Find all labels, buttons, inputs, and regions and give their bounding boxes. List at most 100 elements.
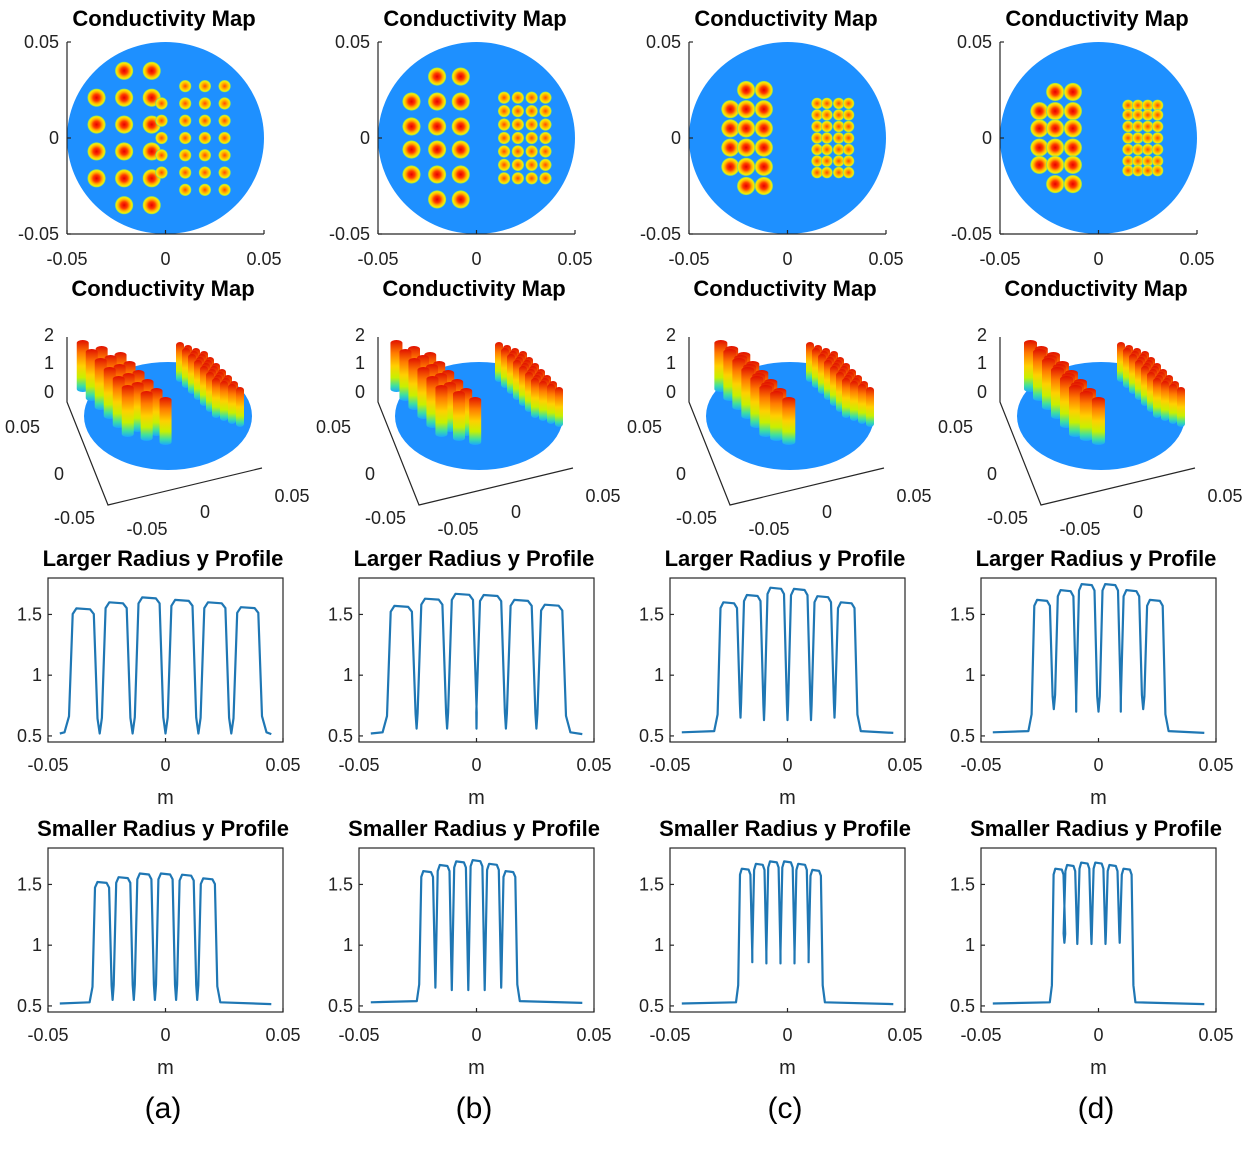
small-inclusion-mark bbox=[511, 171, 525, 185]
y-tick-label: -0.05 bbox=[676, 508, 717, 528]
surface-pillar-mark bbox=[1177, 387, 1185, 427]
surface-pillar-mark bbox=[759, 385, 773, 437]
surface-pillar-mark bbox=[1169, 384, 1177, 424]
x-tick-label: 0.05 bbox=[887, 755, 922, 775]
profile-axes-box bbox=[669, 847, 906, 1013]
surface-pillar-mark bbox=[1079, 391, 1093, 441]
x-tick-label: -0.05 bbox=[27, 1025, 68, 1045]
y-tick-label: 1.5 bbox=[950, 874, 975, 894]
small-inclusion-mark bbox=[1131, 120, 1145, 133]
large-inclusion-mark bbox=[427, 116, 447, 136]
x-tick-label: 0 bbox=[1093, 1025, 1103, 1045]
large-inclusion-mark bbox=[736, 80, 756, 100]
small-inclusion-mark bbox=[832, 143, 845, 156]
x-tick-label: -0.05 bbox=[27, 755, 68, 775]
small-inclusion-mark bbox=[810, 131, 824, 145]
small-inclusion-mark bbox=[1151, 154, 1164, 168]
profile-title: Larger Radius y Profile bbox=[354, 546, 595, 571]
profile-axes-box bbox=[358, 847, 595, 1013]
small-inclusion-mark bbox=[832, 166, 845, 179]
y-tick-label: -0.05 bbox=[365, 508, 406, 528]
x-axis-label: m bbox=[1090, 1057, 1107, 1079]
y-tick-label: 1.5 bbox=[17, 874, 42, 894]
small-inclusion-mark bbox=[842, 97, 855, 110]
surface-pillar-mark bbox=[866, 387, 874, 427]
y-tick-label: -0.05 bbox=[54, 508, 95, 528]
small-inclusion-mark bbox=[1151, 143, 1164, 156]
conductivity-map-3d-row: Conductivity Map2100.050-0.05-0.0500.05C… bbox=[5, 276, 1243, 539]
smaller-radius-profile-row: Smaller Radius y Profile 1.5 1 0.5 -0.05 0 0.0… bbox=[17, 816, 1234, 1079]
large-inclusion-mark bbox=[87, 168, 107, 188]
large-inclusion-mark bbox=[142, 195, 162, 215]
large-inclusion-mark bbox=[1063, 174, 1083, 194]
x-tick-label: -0.05 bbox=[979, 249, 1020, 269]
small-inclusion-mark bbox=[497, 91, 511, 105]
x-tick-label: -0.05 bbox=[46, 249, 87, 269]
small-inclusion-mark bbox=[198, 96, 212, 110]
small-inclusion-mark bbox=[538, 91, 552, 105]
surface-axis-frame bbox=[688, 337, 885, 506]
topview-title: Conductivity Map bbox=[1005, 6, 1188, 31]
x-tick-label: 0 bbox=[471, 249, 481, 269]
z-tick-label: 1 bbox=[666, 353, 676, 373]
row-small-panel-1: Smaller Radius y Profile 1.5 1 0.5 -0.05 0 0.0… bbox=[328, 816, 612, 1079]
small-inclusion-mark bbox=[497, 131, 511, 145]
x-tick-label: 0.05 bbox=[576, 755, 611, 775]
surface-pillar-mark bbox=[1161, 381, 1169, 421]
small-inclusion-mark bbox=[810, 143, 824, 156]
small-inclusion-mark bbox=[497, 171, 511, 185]
small-inclusion-mark bbox=[1131, 131, 1145, 145]
surface-pillar-mark bbox=[453, 391, 465, 441]
large-inclusion-mark bbox=[87, 115, 107, 135]
large-inclusion-mark bbox=[401, 92, 421, 112]
z-tick-label: 2 bbox=[977, 325, 987, 345]
small-inclusion-mark bbox=[538, 144, 552, 158]
small-inclusion-mark bbox=[1121, 164, 1135, 177]
x-tick-label: 0 bbox=[511, 502, 521, 522]
y-tick-label: 0 bbox=[671, 128, 681, 148]
y-tick-label: 1 bbox=[965, 935, 975, 955]
large-inclusion-mark bbox=[451, 140, 471, 160]
x-tick-label: 0 bbox=[1133, 502, 1143, 522]
large-inclusion-mark bbox=[736, 157, 756, 177]
profile-series-line bbox=[681, 860, 894, 1006]
small-inclusion-mark bbox=[832, 154, 845, 168]
profile-series-line bbox=[59, 872, 272, 1006]
large-inclusion-mark bbox=[401, 116, 421, 136]
small-inclusion-mark bbox=[497, 118, 511, 132]
y-tick-label: 1 bbox=[32, 935, 42, 955]
profile-axes-box bbox=[47, 847, 284, 1013]
small-inclusion-mark bbox=[1121, 154, 1135, 168]
large-inclusion-mark bbox=[114, 141, 134, 161]
small-inclusion-mark bbox=[832, 97, 845, 110]
y-tick-label: 1.5 bbox=[950, 604, 975, 624]
y-tick-label: 0.05 bbox=[957, 32, 992, 52]
large-inclusion-mark bbox=[1045, 174, 1065, 194]
y-tick-label: 0 bbox=[987, 464, 997, 484]
large-inclusion-mark bbox=[427, 140, 447, 160]
small-inclusion-mark bbox=[511, 158, 525, 172]
y-tick-label: -0.05 bbox=[18, 224, 59, 244]
small-inclusion-mark bbox=[810, 97, 824, 110]
z-tick-label: 0 bbox=[977, 382, 987, 402]
profile-title: Larger Radius y Profile bbox=[665, 546, 906, 571]
surface-pillar-mark bbox=[782, 397, 796, 445]
y-tick-label: 0.05 bbox=[316, 417, 351, 437]
surface-pillar-mark bbox=[850, 381, 858, 421]
small-inclusion-mark bbox=[820, 143, 834, 156]
y-tick-label: 1.5 bbox=[328, 604, 353, 624]
y-tick-label: 0.5 bbox=[639, 996, 664, 1016]
conductivity-disc bbox=[689, 42, 886, 234]
row-small-panel-0: Smaller Radius y Profile 1.5 1 0.5 -0.05 0 0.0… bbox=[17, 816, 301, 1079]
small-inclusion-mark bbox=[218, 166, 232, 180]
y-tick-label: 1 bbox=[654, 665, 664, 685]
x-tick-label: -0.05 bbox=[668, 249, 709, 269]
x-tick-label: 0.05 bbox=[1207, 486, 1242, 506]
large-inclusion-mark bbox=[427, 92, 447, 112]
topview-panel-1: Conductivity Map 0.05 0 -0.05 -0.05 0 0.05 bbox=[329, 6, 593, 269]
y-tick-label: 0 bbox=[982, 128, 992, 148]
profile-title: Larger Radius y Profile bbox=[976, 546, 1217, 571]
x-tick-label: 0.05 bbox=[585, 486, 620, 506]
row-large-panel-2: Larger Radius y Profile 1.5 1 0.5 -0.05 0 0.05… bbox=[639, 546, 923, 809]
